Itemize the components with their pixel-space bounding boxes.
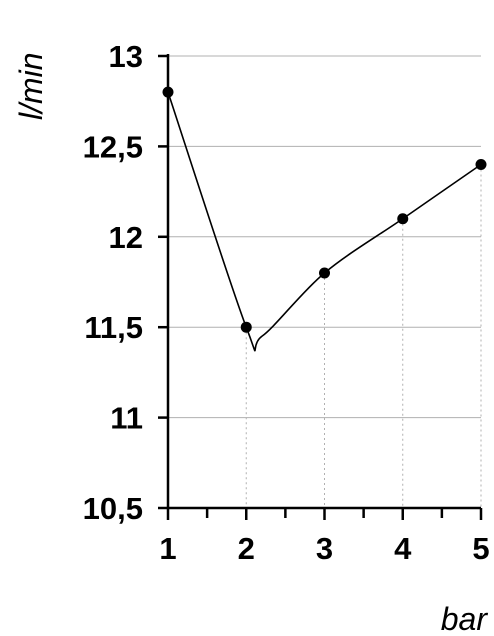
axes [158,54,483,520]
series-line-layer [167,91,482,352]
y-axis-label: l/min [13,52,49,120]
y-tick-label: 11 [110,401,143,436]
x-tick-label: 1 [159,531,176,566]
grid [168,55,482,508]
y-tick-label: 12,5 [83,129,143,164]
series-line [167,91,482,352]
x-tick-label: 4 [394,531,412,566]
x-axis-label: bar [441,601,489,636]
y-tick-label: 10,5 [83,491,143,526]
data-point [240,321,252,333]
x-tick-label: 3 [316,531,333,566]
data-point [319,267,330,279]
data-point [162,86,174,98]
y-tick-label: 11,5 [84,310,143,345]
y-tick-label: 13 [109,39,143,74]
data-point [475,158,487,170]
x-tick-label: 2 [238,531,255,566]
x-tick-label: 5 [472,531,489,566]
y-tick-label: 12 [109,220,143,255]
data-points [162,86,487,333]
data-point [397,213,409,225]
